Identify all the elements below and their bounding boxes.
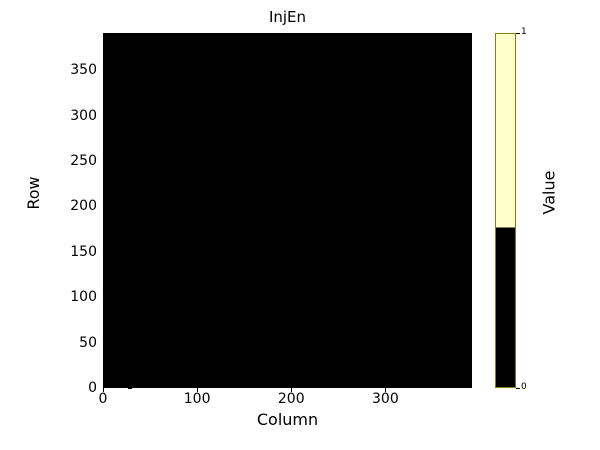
y-tick-label: 250 bbox=[70, 153, 97, 170]
y-tick-label: 150 bbox=[70, 243, 97, 260]
y-tick-mark bbox=[128, 70, 132, 72]
y-tick-label: 350 bbox=[70, 62, 97, 79]
y-tick-mark bbox=[128, 206, 132, 208]
x-tick-mark bbox=[291, 388, 293, 392]
x-tick-mark bbox=[385, 388, 387, 392]
y-tick-label: 200 bbox=[70, 198, 97, 215]
colorbar bbox=[495, 33, 516, 388]
x-tick-mark bbox=[103, 388, 104, 392]
y-tick-mark bbox=[128, 297, 132, 299]
heatmap-axes bbox=[103, 33, 472, 388]
x-tick-label: 200 bbox=[277, 391, 305, 407]
y-tick-mark bbox=[128, 388, 132, 389]
y-tick-label: 100 bbox=[70, 289, 97, 306]
colorbar-tick-mark bbox=[516, 33, 520, 34]
x-tick-mark bbox=[197, 388, 199, 392]
x-tick-label: 100 bbox=[183, 391, 211, 407]
colorbar-tick-label: 1 bbox=[521, 27, 527, 37]
y-tick-label: 300 bbox=[70, 107, 97, 124]
heatmap-image bbox=[103, 33, 472, 388]
x-tick-label: 0 bbox=[98, 391, 108, 407]
page-title: InjEn bbox=[268, 8, 307, 26]
x-axis-label: Column bbox=[256, 410, 319, 429]
y-tick-mark bbox=[128, 342, 132, 344]
colorbar-tick-mark bbox=[516, 388, 520, 389]
y-tick-mark bbox=[128, 251, 132, 253]
y-axis-ticks: 0 50 100 150 200 250 300 350 bbox=[29, 0, 132, 450]
y-tick-mark bbox=[128, 115, 132, 117]
colorbar-gradient bbox=[496, 34, 515, 387]
colorbar-tick-label: 0 bbox=[521, 382, 527, 392]
y-tick-mark bbox=[128, 161, 132, 163]
x-tick-label: 300 bbox=[372, 391, 399, 407]
colorbar-label: Value bbox=[539, 170, 559, 215]
y-tick-label: 0 bbox=[88, 380, 97, 396]
y-tick-label: 50 bbox=[79, 334, 97, 351]
